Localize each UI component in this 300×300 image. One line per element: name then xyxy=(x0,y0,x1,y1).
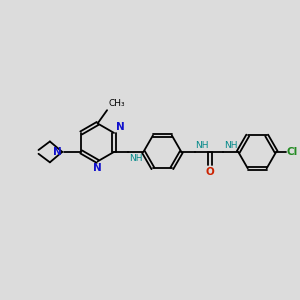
Text: NH: NH xyxy=(196,141,209,150)
Text: Cl: Cl xyxy=(286,147,298,157)
Text: N: N xyxy=(93,163,102,173)
Text: CH₃: CH₃ xyxy=(109,99,126,108)
Text: N: N xyxy=(116,122,125,132)
Text: NH: NH xyxy=(129,154,143,163)
Text: N: N xyxy=(53,147,62,157)
Text: O: O xyxy=(206,167,214,177)
Text: NH: NH xyxy=(224,141,238,150)
